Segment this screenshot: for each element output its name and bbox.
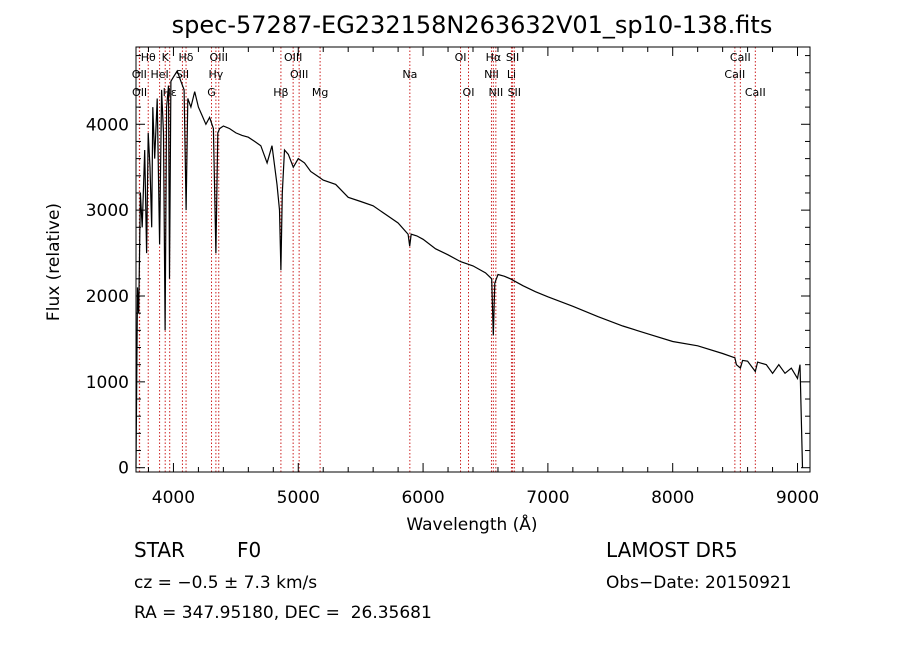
line-label: CaII bbox=[745, 86, 766, 99]
coordinates: RA = 347.95180, DEC = 26.35681 bbox=[134, 603, 432, 623]
line-label: OIII bbox=[284, 51, 302, 64]
x-tick-label: 5000 bbox=[277, 488, 320, 508]
line-label: NII bbox=[484, 68, 499, 81]
x-tick-label: 8000 bbox=[651, 488, 694, 508]
object-class: STAR bbox=[134, 538, 185, 562]
survey-name: LAMOST DR5 bbox=[606, 538, 738, 562]
line-label: SII bbox=[508, 86, 521, 99]
line-label: Hα bbox=[486, 51, 502, 64]
x-axis-label: Wavelength (Å) bbox=[406, 513, 537, 535]
line-label: OI bbox=[455, 51, 467, 64]
line-label: NII bbox=[488, 86, 503, 99]
redshift-cz: cz = −0.5 ± 7.3 km/s bbox=[134, 573, 318, 593]
line-label: SII bbox=[176, 68, 189, 81]
line-label: CaII bbox=[724, 68, 745, 81]
line-label: OI bbox=[463, 86, 475, 99]
x-tick-label: 7000 bbox=[526, 488, 569, 508]
line-label: Mg bbox=[312, 86, 328, 99]
line-label: OII bbox=[132, 86, 147, 99]
emission-line-markers bbox=[138, 47, 756, 472]
object-subclass: F0 bbox=[237, 538, 262, 562]
line-label: CaII bbox=[730, 51, 751, 64]
x-tick-label: 9000 bbox=[776, 488, 819, 508]
chart-title: spec-57287-EG232158N263632V01_sp10-138.f… bbox=[172, 11, 773, 39]
y-tick-label: 3000 bbox=[86, 201, 129, 221]
spectrum-line bbox=[135, 69, 804, 468]
line-label: OIII bbox=[210, 51, 228, 64]
line-label: OII bbox=[132, 68, 147, 81]
line-label: Li bbox=[507, 68, 516, 81]
line-label: K bbox=[162, 51, 170, 64]
line-label: SII bbox=[506, 51, 519, 64]
line-label: OIII bbox=[290, 68, 308, 81]
line-label: Hγ bbox=[208, 68, 223, 81]
observation-date: Obs−Date: 20150921 bbox=[606, 573, 792, 593]
y-axis-label: Flux (relative) bbox=[44, 203, 64, 321]
line-label: Hθ bbox=[141, 51, 156, 64]
line-label: HeI bbox=[150, 68, 168, 81]
line-label: Hβ bbox=[273, 86, 288, 99]
x-axis-ticks: 4000 5000 6000 7000 8000 9000 bbox=[147, 47, 819, 508]
x-tick-label: 6000 bbox=[401, 488, 444, 508]
line-label: Hδ bbox=[179, 51, 194, 64]
plot-frame bbox=[135, 46, 811, 473]
line-label: Na bbox=[402, 68, 417, 81]
y-tick-label: 1000 bbox=[86, 373, 129, 393]
y-tick-label: 4000 bbox=[86, 115, 129, 135]
line-label: Hε bbox=[163, 86, 177, 99]
y-tick-label: 0 bbox=[118, 459, 129, 479]
y-axis-ticks: 0 1000 2000 3000 4000 bbox=[86, 55, 810, 479]
y-tick-label: 2000 bbox=[86, 287, 129, 307]
x-tick-label: 4000 bbox=[152, 488, 195, 508]
line-label: G bbox=[207, 86, 216, 99]
